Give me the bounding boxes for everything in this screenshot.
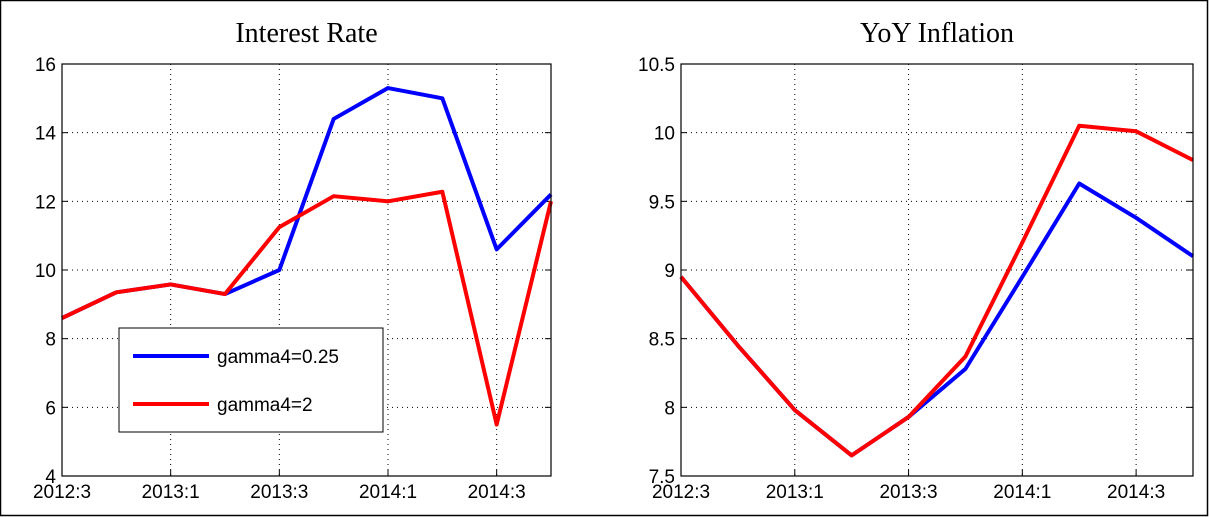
x-tick-label: 2012:3 [33,482,91,503]
x-tick-label: 2014:1 [359,482,417,503]
plot-frame [680,63,1194,477]
x-tick-label: 2014:3 [1107,482,1165,503]
x-tick-label: 2013:1 [142,482,200,503]
y-tick-label: 10 [654,124,675,145]
y-tick-label: 12 [35,192,56,213]
y-tick-label: 4 [45,467,56,488]
y-tick-label: 6 [45,398,56,419]
x-tick-label: 2014:1 [993,482,1051,503]
series-line [61,189,553,427]
legend-label: gamma4=0.25 [217,347,339,368]
y-tick-label: 8 [45,330,56,351]
y-tick-label: 14 [35,124,57,145]
y-tick-label: 16 [35,55,56,76]
x-tick-label: 2013:3 [250,482,308,503]
x-tick-label: 2013:3 [879,482,937,503]
series-line [679,181,1195,458]
plot-frame [61,63,552,477]
x-tick-label: 2013:1 [766,482,824,503]
y-tick-label: 8 [664,398,675,419]
y-tick-label: 7.5 [649,467,675,488]
y-tick-label: 8.5 [649,330,675,351]
series-line [61,86,553,320]
chart-title: Interest Rate [235,18,377,49]
series-line [679,123,1194,458]
y-tick-label: 9 [664,261,675,282]
chart-title: YoY Inflation [860,18,1014,49]
x-tick-label: 2014:3 [468,482,526,503]
x-tick-label: 2012:3 [652,482,710,503]
y-tick-label: 9.5 [649,192,675,213]
y-tick-label: 10 [35,261,56,282]
y-tick-label: 10.5 [638,55,675,76]
legend-box [118,327,384,433]
legend-label: gamma4=2 [217,395,313,416]
